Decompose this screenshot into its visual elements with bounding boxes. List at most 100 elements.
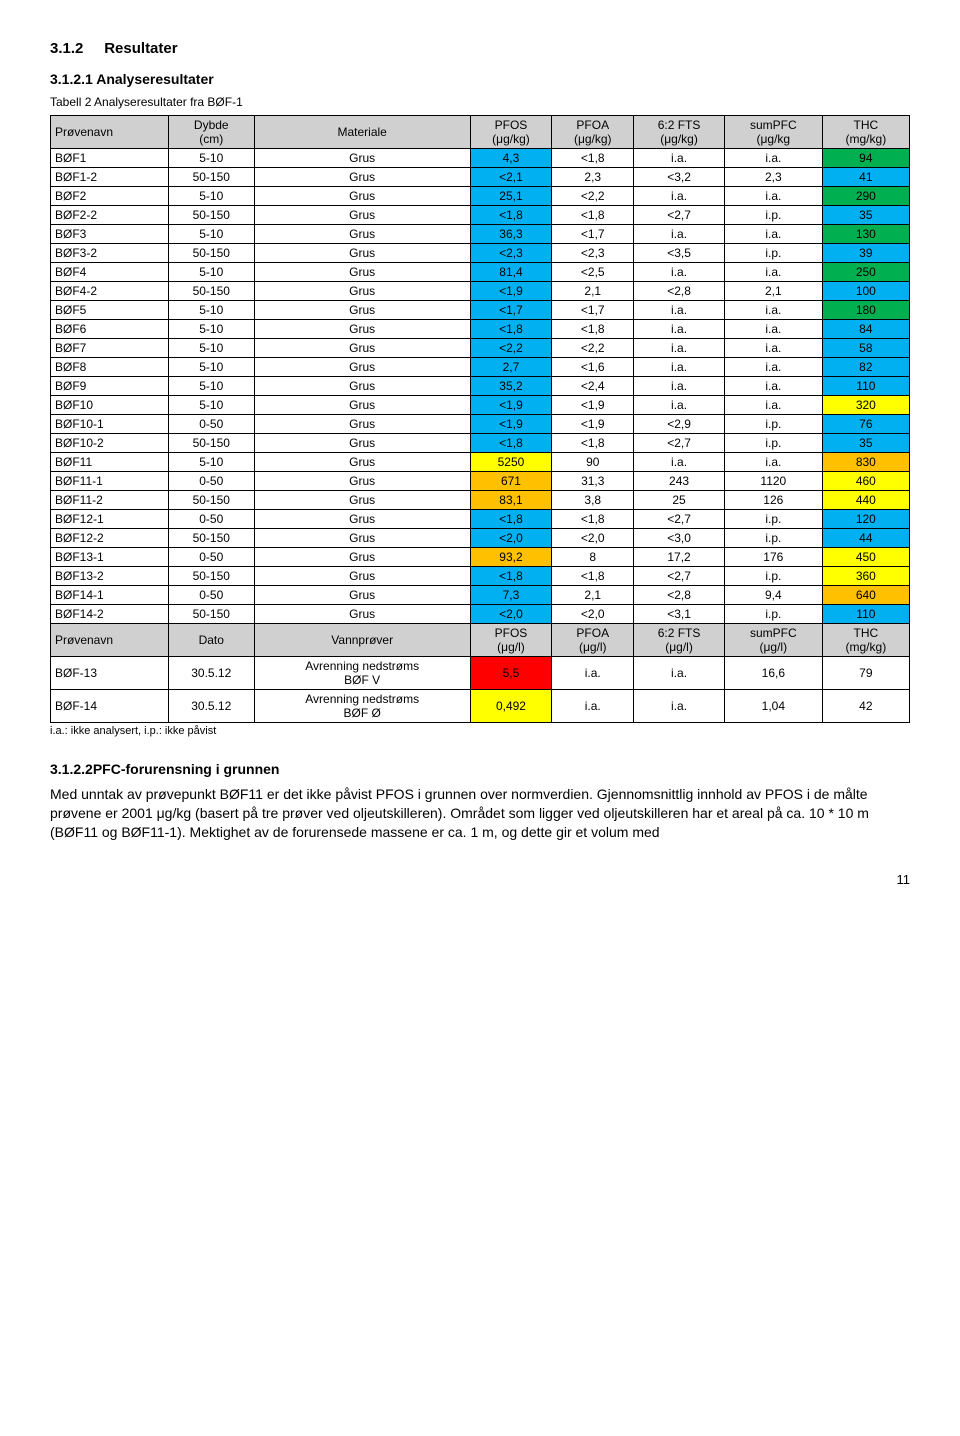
table-cell: Grus [254, 529, 470, 548]
table-cell: 76 [822, 415, 909, 434]
table-row: BØF25-10Grus25,1<2,2i.a.i.a.290 [51, 187, 910, 206]
table-cell: 25 [634, 491, 725, 510]
table-cell: Grus [254, 149, 470, 168]
table-cell: i.a. [724, 301, 822, 320]
table-cell: Grus [254, 263, 470, 282]
table-row: BØF4-250-150Grus<1,92,1<2,82,1100 [51, 282, 910, 301]
table-footnote: i.a.: ikke analysert, i.p.: ikke påvist [50, 725, 910, 737]
table-cell: 640 [822, 586, 909, 605]
table-cell: 50-150 [168, 605, 254, 624]
table-cell: Grus [254, 168, 470, 187]
table-cell: 130 [822, 225, 909, 244]
table-row: BØF-1330.5.12Avrenning nedstrømsBØF V5,5… [51, 657, 910, 690]
table-cell: Grus [254, 225, 470, 244]
table-cell: 41 [822, 168, 909, 187]
table-row: BØF10-250-150Grus<1,8<1,8<2,7i.p.35 [51, 434, 910, 453]
table-row: BØF1-250-150Grus<2,12,3<3,22,341 [51, 168, 910, 187]
table-cell: 5-10 [168, 301, 254, 320]
table-cell: 50-150 [168, 529, 254, 548]
table-row: BØF55-10Grus<1,7<1,7i.a.i.a.180 [51, 301, 910, 320]
table-cell: Grus [254, 301, 470, 320]
column-header: Prøvenavn [51, 624, 169, 657]
table-cell: 3,8 [552, 491, 634, 510]
table-cell: 100 [822, 282, 909, 301]
table-cell: 35 [822, 206, 909, 225]
table-cell: 5-10 [168, 377, 254, 396]
table-cell: <1,8 [470, 567, 552, 586]
table-cell: <1,9 [552, 396, 634, 415]
table-cell: <2,3 [552, 244, 634, 263]
section2-num: 3.1.2.2 [50, 761, 93, 777]
table-cell: i.a. [634, 263, 725, 282]
table-cell: <1,8 [470, 320, 552, 339]
table-cell: BØF4 [51, 263, 169, 282]
table-cell: 94 [822, 149, 909, 168]
table-row: BØF15-10Grus4,3<1,8i.a.i.a.94 [51, 149, 910, 168]
table-cell: <3,0 [634, 529, 725, 548]
table-row: BØF-1430.5.12Avrenning nedstrømsBØF Ø0,4… [51, 690, 910, 723]
table-row: BØF14-10-50Grus7,32,1<2,89,4640 [51, 586, 910, 605]
table-cell: 120 [822, 510, 909, 529]
table-cell: <2,5 [552, 263, 634, 282]
table-cell: BØF11-1 [51, 472, 169, 491]
table-cell: i.a. [724, 358, 822, 377]
table-cell: 81,4 [470, 263, 552, 282]
table-cell: BØF7 [51, 339, 169, 358]
table-cell: 0-50 [168, 586, 254, 605]
table-cell: i.p. [724, 567, 822, 586]
table-cell: <2,2 [552, 339, 634, 358]
table-cell: BØF2-2 [51, 206, 169, 225]
table-cell: <2,2 [552, 187, 634, 206]
section2-heading: 3.1.2.2PFC-forurensning i grunnen [50, 761, 910, 777]
table-row: BØF13-250-150Grus<1,8<1,8<2,7i.p.360 [51, 567, 910, 586]
table-cell: 5-10 [168, 187, 254, 206]
table-cell: BØF1 [51, 149, 169, 168]
table-cell: i.a. [634, 187, 725, 206]
table-row: BØF65-10Grus<1,8<1,8i.a.i.a.84 [51, 320, 910, 339]
table-cell: <2,7 [634, 567, 725, 586]
table-cell: <1,9 [470, 396, 552, 415]
table-cell: BØF12-1 [51, 510, 169, 529]
table-cell: i.a. [634, 657, 725, 690]
table-cell: 50-150 [168, 567, 254, 586]
table-cell: 126 [724, 491, 822, 510]
table-cell: 5-10 [168, 149, 254, 168]
table-cell: Avrenning nedstrømsBØF V [254, 657, 470, 690]
table-cell: 5,5 [470, 657, 552, 690]
table-cell: <1,9 [470, 282, 552, 301]
table-cell: <1,8 [470, 206, 552, 225]
table-cell: 671 [470, 472, 552, 491]
table-cell: <2,1 [470, 168, 552, 187]
table-cell: 110 [822, 605, 909, 624]
table-cell: <2,8 [634, 586, 725, 605]
table-cell: i.a. [634, 396, 725, 415]
table-cell: 0,492 [470, 690, 552, 723]
table-cell: 93,2 [470, 548, 552, 567]
column-header: PFOS(μg/kg) [470, 116, 552, 149]
table-cell: <1,9 [552, 415, 634, 434]
table-cell: <3,2 [634, 168, 725, 187]
section-num: 3.1.2 [50, 40, 83, 57]
table-cell: BØF11 [51, 453, 169, 472]
table-cell: BØF9 [51, 377, 169, 396]
column-header: THC(mg/kg) [822, 624, 909, 657]
table-cell: i.a. [552, 690, 634, 723]
table-cell: 2,3 [552, 168, 634, 187]
subsection-heading: 3.1.2.1 Analyseresultater [50, 71, 910, 87]
column-header: 6:2 FTS(μg/kg) [634, 116, 725, 149]
table-cell: <1,8 [470, 434, 552, 453]
table-row: BØF13-10-50Grus93,2817,2176450 [51, 548, 910, 567]
table-cell: 25,1 [470, 187, 552, 206]
table-cell: 176 [724, 548, 822, 567]
table-cell: 17,2 [634, 548, 725, 567]
table-cell: 830 [822, 453, 909, 472]
table-cell: i.p. [724, 529, 822, 548]
table-cell: 1120 [724, 472, 822, 491]
table-row: BØF85-10Grus2,7<1,6i.a.i.a.82 [51, 358, 910, 377]
table-cell: 5250 [470, 453, 552, 472]
table-cell: Grus [254, 320, 470, 339]
table-row: BØF11-10-50Grus67131,32431120460 [51, 472, 910, 491]
table-cell: 4,3 [470, 149, 552, 168]
column-header: THC(mg/kg) [822, 116, 909, 149]
table-cell: 5-10 [168, 225, 254, 244]
